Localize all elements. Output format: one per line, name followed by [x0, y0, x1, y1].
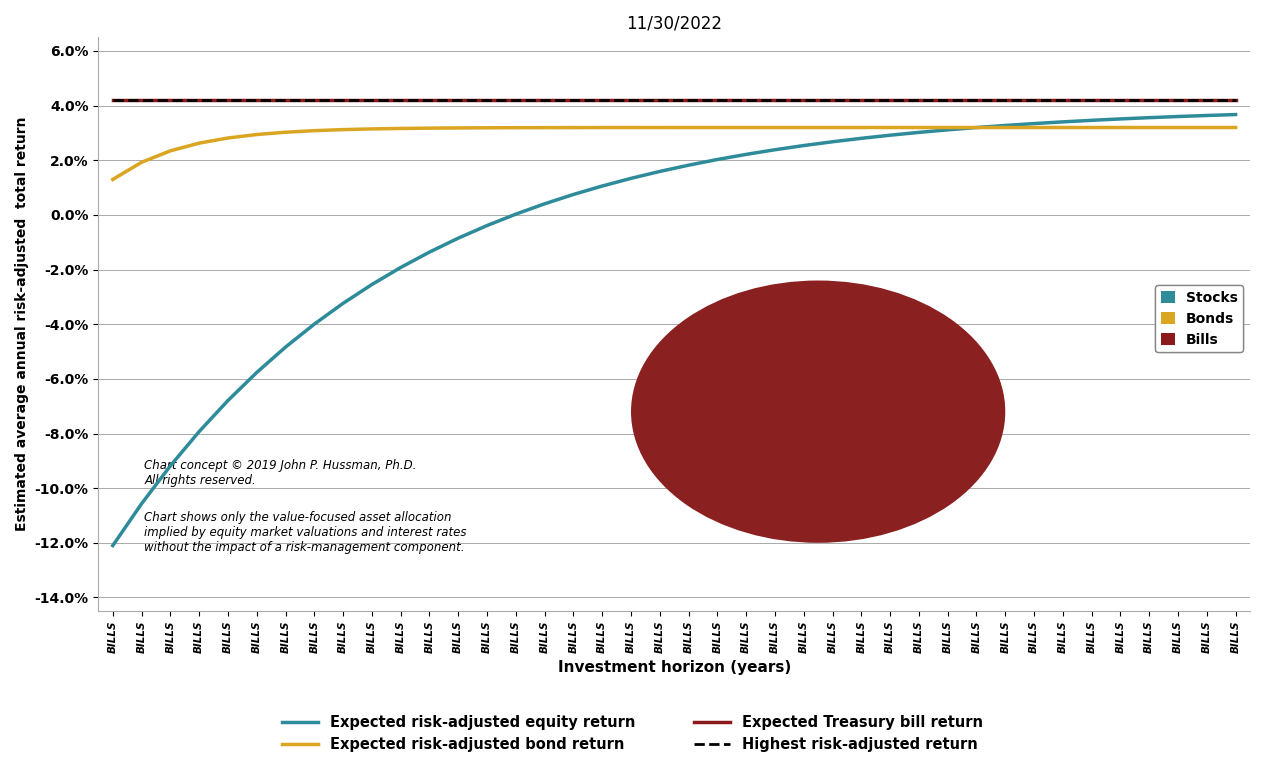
Title: 11/30/2022: 11/30/2022: [626, 15, 722, 33]
Text: Chart concept © 2019 John P. Hussman, Ph.D.
All rights reserved.: Chart concept © 2019 John P. Hussman, Ph…: [144, 459, 417, 487]
Legend: Expected risk-adjusted equity return, Expected risk-adjusted bond return, Expect: Expected risk-adjusted equity return, Ex…: [275, 708, 990, 759]
Text: Chart shows only the value-focused asset allocation
implied by equity market val: Chart shows only the value-focused asset…: [144, 511, 467, 554]
X-axis label: Investment horizon (years): Investment horizon (years): [558, 660, 791, 675]
Ellipse shape: [631, 281, 1006, 543]
Legend: Stocks, Bonds, Bills: Stocks, Bonds, Bills: [1155, 285, 1243, 352]
Y-axis label: Estimated average annual risk-adjusted  total return: Estimated average annual risk-adjusted t…: [15, 117, 29, 532]
